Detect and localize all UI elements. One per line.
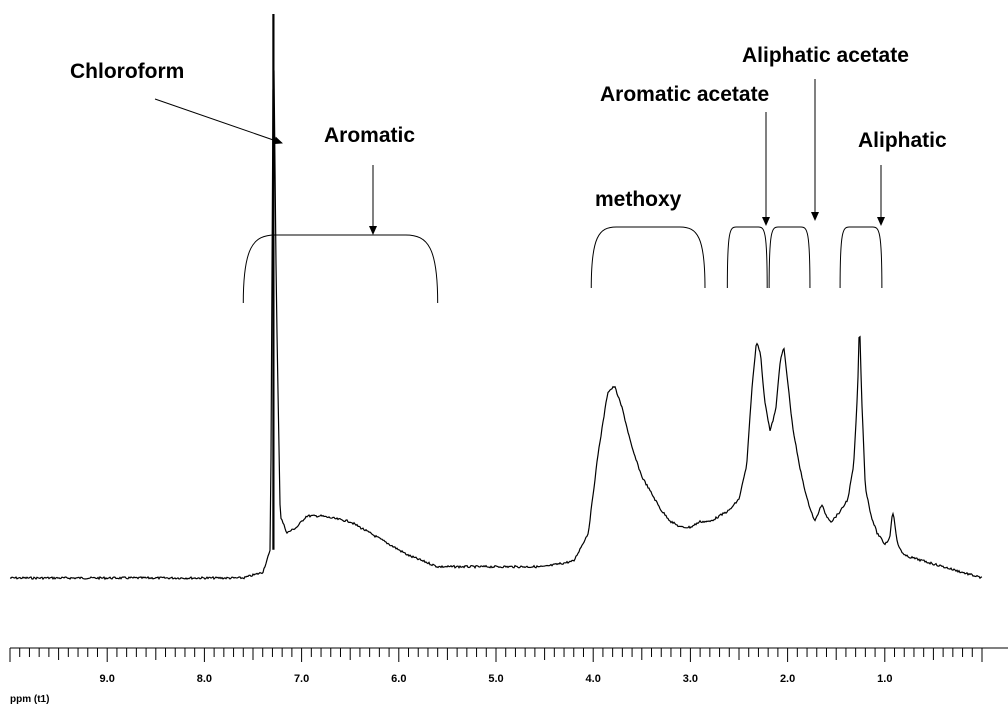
x-tick-label: 3.0 [683,673,698,685]
x-tick-label: 8.0 [197,673,212,685]
annotation-label: Chloroform [70,60,184,83]
annotation-label: Aliphatic [858,129,947,152]
annotation-label: methoxy [595,188,682,211]
x-tick-label: 9.0 [100,673,115,685]
region-bracket [242,234,439,304]
x-tick-label: 4.0 [586,673,601,685]
x-tick-label: 5.0 [488,673,503,685]
spectrum-series [9,14,983,581]
region-bracket [839,226,883,289]
integration-regions [242,226,883,304]
annotation-label: Aliphatic acetate [742,44,909,67]
annotation-arrow [154,98,283,145]
annotation-label: Aromatic acetate [600,83,769,106]
annotation-label: Aromatic [324,124,415,147]
region-bracket [726,226,768,289]
annotation-arrows [154,79,885,235]
x-tick-label: 2.0 [780,673,795,685]
x-tick-label: 7.0 [294,673,309,685]
spectrum-line [9,70,983,581]
x-tick-label: 1.0 [877,673,892,685]
region-bracket [768,226,811,289]
x-tick-label: 6.0 [391,673,406,685]
region-bracket [590,226,706,289]
x-axis: 9.0 8.0 7.0 6.0 5.0 4.0 3.0 2.0 1.0 ppm (t1) [9,647,1008,705]
x-axis-label: ppm (t1) [10,694,49,705]
annotation-labels: Chloroform Aromatic methoxy Aromatic acetat… [70,44,947,211]
